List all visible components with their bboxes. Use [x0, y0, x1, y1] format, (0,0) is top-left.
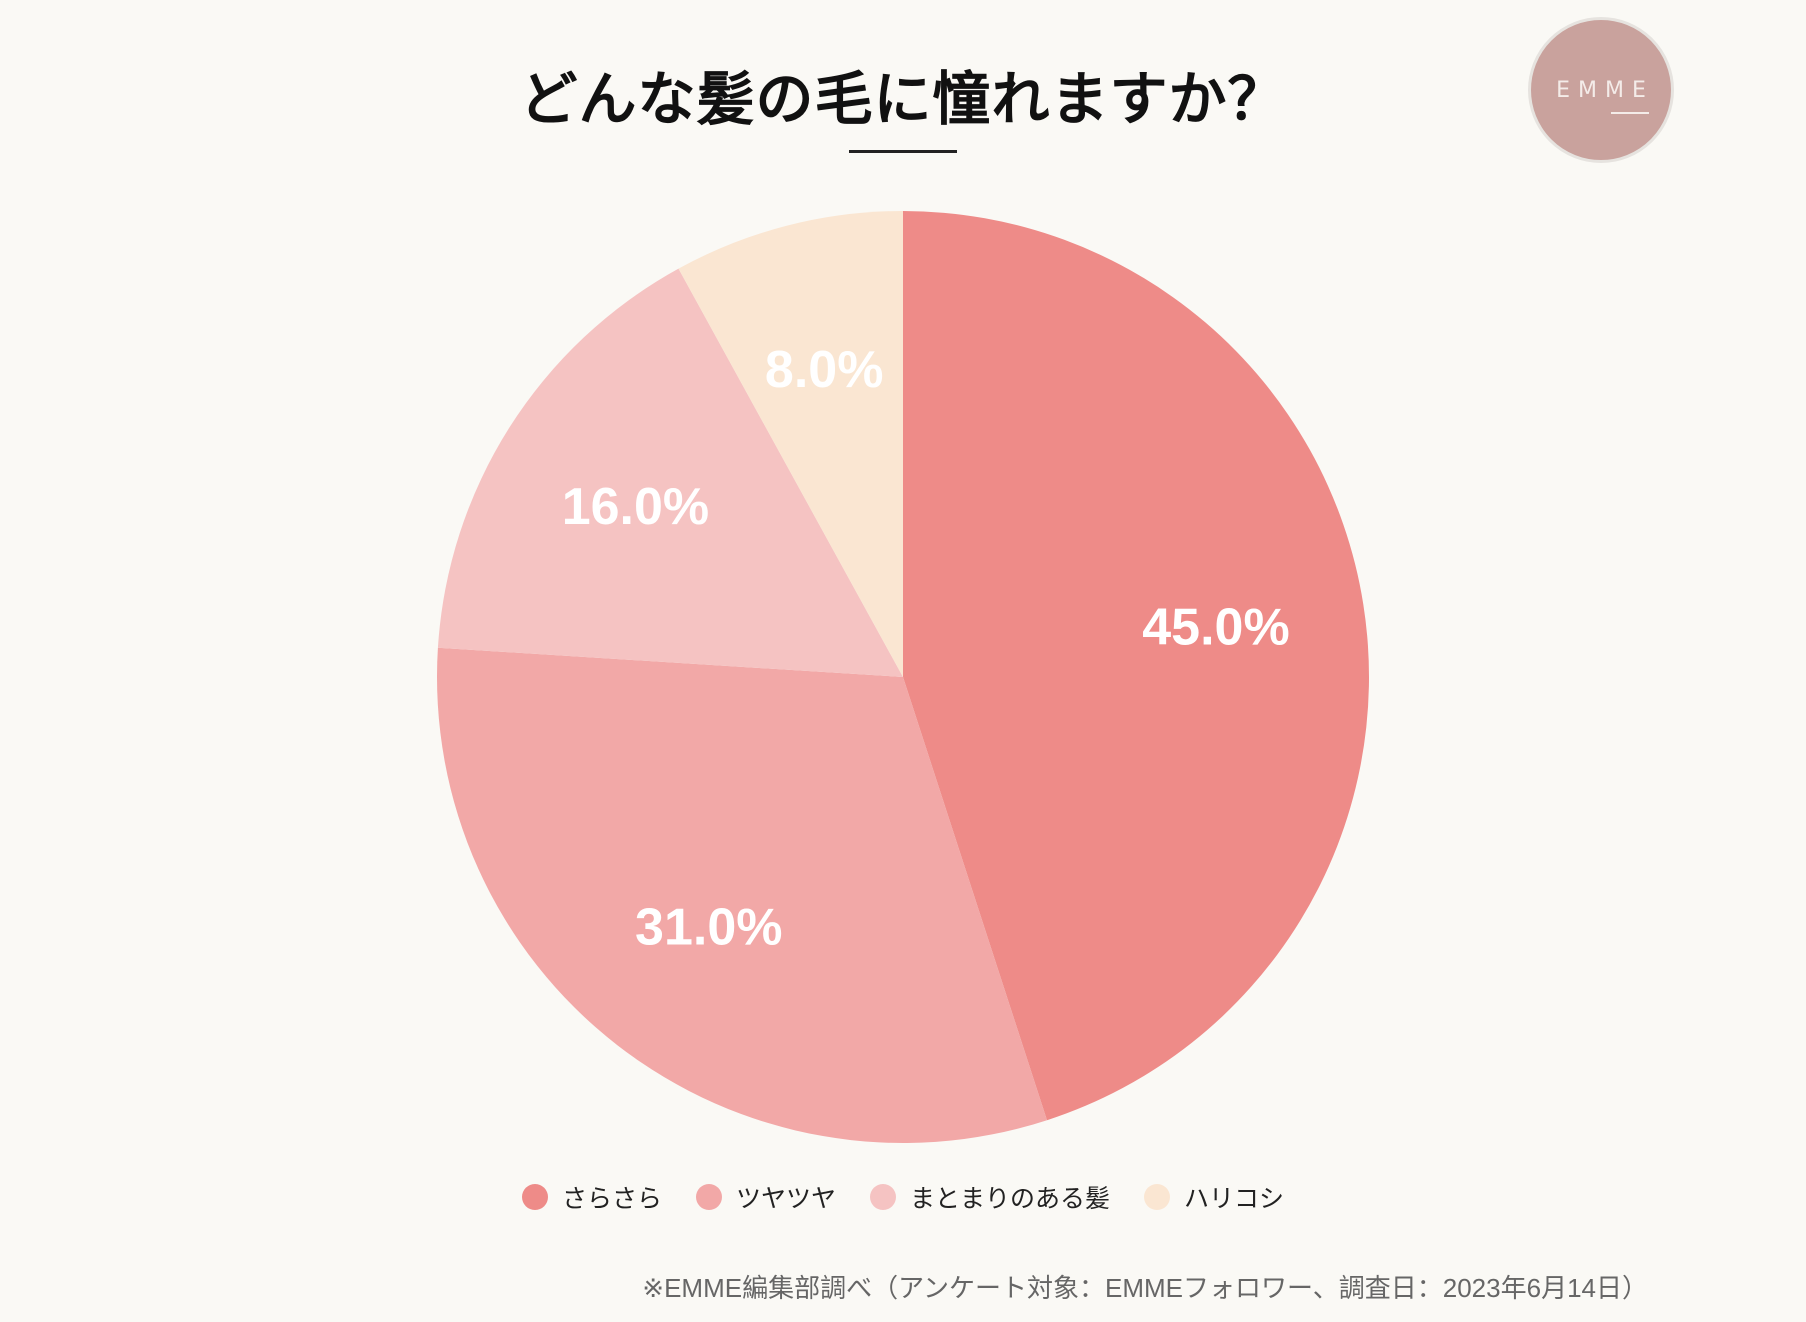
slice-label: 31.0%	[635, 898, 782, 956]
legend-swatch	[870, 1184, 896, 1210]
logo-text: EMME	[1556, 78, 1654, 103]
slice-label: 16.0%	[562, 478, 709, 536]
legend-item: さらさら	[521, 1179, 662, 1215]
source-note: ※EMME編集部調べ（アンケート対象：EMMEフォロワー、調査日：2023年6月…	[642, 1273, 1648, 1303]
legend-label: まとまりのある髪	[910, 1184, 1111, 1213]
title-underline	[849, 150, 957, 153]
slice-label: 45.0%	[1142, 598, 1289, 656]
pie-slice-1	[903, 211, 1370, 1121]
legend-swatch	[695, 1184, 722, 1210]
legend-item: まとまりのある髪	[870, 1179, 1110, 1215]
legend-item: ツヤツヤ	[695, 1179, 836, 1215]
legend-item: ハリコシ	[1144, 1179, 1284, 1215]
emme-logo: EMME	[1528, 17, 1674, 163]
chart-title: どんな髪の毛に憧れますか？	[519, 65, 1287, 133]
logo-underline	[1611, 112, 1649, 114]
pie-slice-4	[678, 211, 903, 677]
legend-label: さらさら	[561, 1184, 662, 1213]
legend: さらさら ツヤツヤ まとまりのある髪 ハリコシ	[0, 1179, 1806, 1215]
pie-slice-3	[437, 268, 903, 677]
slice-label: 8.0%	[765, 341, 884, 399]
legend-swatch	[1144, 1184, 1171, 1210]
pie-slice-2	[437, 647, 1048, 1143]
legend-label: ハリコシ	[1184, 1184, 1285, 1213]
legend-swatch	[521, 1184, 548, 1210]
legend-label: ツヤツヤ	[735, 1184, 836, 1213]
